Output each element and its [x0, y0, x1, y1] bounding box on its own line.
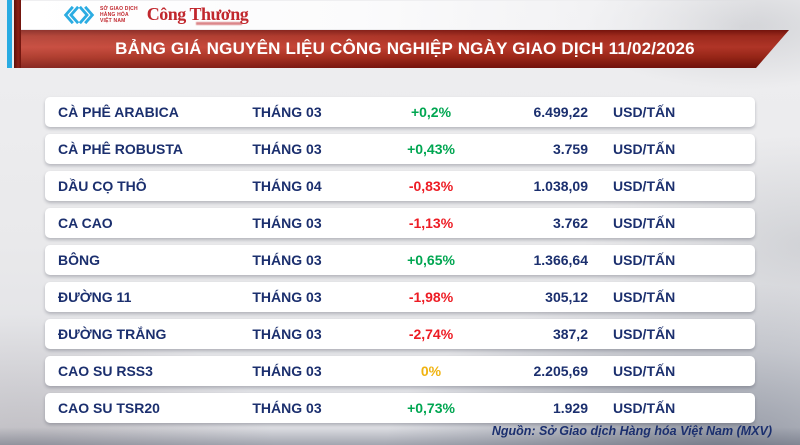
unit-label: USD/TẤN — [613, 326, 676, 342]
change-value: +0,2% — [410, 104, 452, 120]
table-row: CAO SU TSR20 THÁNG 03 +0,73% 1.929 USD/T… — [45, 393, 755, 423]
unit-label: USD/TẤN — [613, 289, 676, 305]
change-value: +0,65% — [407, 252, 455, 268]
table-row: CÀ PHÊ ROBUSTA THÁNG 03 +0,43% 3.759 USD… — [45, 134, 755, 164]
change-value: -1,13% — [408, 215, 454, 231]
price-value: 387,2 — [552, 326, 588, 342]
unit-label: USD/TẤN — [613, 104, 676, 120]
price-value: 6.499,22 — [533, 104, 589, 120]
mxv-logo-icon — [63, 6, 95, 24]
unit-label: USD/TẤN — [613, 178, 676, 194]
left-maroon-stripe — [14, 0, 21, 68]
unit-label: USD/TẤN — [613, 141, 676, 157]
mxv-logo-line: HÀNG HÓA — [100, 12, 129, 18]
source-note: Nguồn: Sở Giao dịch Hàng hóa Việt Nam (M… — [491, 424, 772, 438]
unit-label: USD/TẤN — [613, 400, 676, 416]
table-row: DẦU CỌ THÔ THÁNG 04 -0,83% 1.038,09 USD/… — [45, 171, 755, 201]
contract-month: THÁNG 03 — [252, 141, 322, 157]
change-value: -0,83% — [408, 178, 454, 194]
change-value: +0,43% — [407, 141, 455, 157]
unit-label: USD/TẤN — [613, 252, 676, 268]
mxv-logo-text: SỞ GIAO DỊCH HÀNG HÓA VIỆT NAM — [100, 6, 138, 24]
commodity-name: CAO SU RSS3 — [58, 363, 153, 379]
logo-bar: SỞ GIAO DỊCH HÀNG HÓA VIỆT NAM Công Thươ… — [21, 1, 775, 29]
unit-label: USD/TẤN — [613, 363, 676, 379]
price-value: 1.929 — [552, 400, 588, 416]
price-value: 1.038,09 — [533, 178, 589, 194]
price-value: 1.366,64 — [533, 252, 589, 268]
table-row: ĐƯỜNG 11 THÁNG 03 -1,98% 305,12 USD/TẤN — [45, 282, 755, 312]
commodity-name: CÀ PHÊ ARABICA — [58, 104, 179, 120]
contract-month: THÁNG 03 — [252, 252, 322, 268]
commodity-name: DẦU CỌ THÔ — [58, 178, 147, 194]
contract-month: THÁNG 03 — [252, 289, 322, 305]
mxv-logo-line: VIỆT NAM — [100, 18, 126, 24]
commodity-name: CÀ PHÊ ROBUSTA — [58, 141, 183, 157]
contract-month: THÁNG 03 — [252, 363, 322, 379]
price-value: 305,12 — [545, 289, 588, 305]
page-title: BẢNG GIÁ NGUYÊN LIỆU CÔNG NGHIỆP NGÀY GI… — [115, 39, 695, 58]
price-table: CÀ PHÊ ARABICA THÁNG 03 +0,2% 6.499,22 U… — [45, 97, 755, 423]
mxv-logo-line: SỞ GIAO DỊCH — [100, 6, 138, 12]
contract-month: THÁNG 03 — [252, 400, 322, 416]
commodity-name: CA CAO — [58, 215, 113, 231]
unit-label: USD/TẤN — [613, 215, 676, 231]
commodity-name: BÔNG — [58, 252, 100, 268]
price-value: 3.759 — [552, 141, 588, 157]
table-row: CAO SU RSS3 THÁNG 03 0% 2.205,69 USD/TẤN — [45, 356, 755, 386]
title-banner: BẢNG GIÁ NGUYÊN LIỆU CÔNG NGHIỆP NGÀY GI… — [21, 30, 789, 68]
left-cyan-stripe — [7, 0, 12, 68]
contract-month: THÁNG 03 — [252, 215, 322, 231]
table-row: BÔNG THÁNG 03 +0,65% 1.366,64 USD/TẤN — [45, 245, 755, 275]
table-row: ĐƯỜNG TRẮNG THÁNG 03 -2,74% 387,2 USD/TẤ… — [45, 319, 755, 349]
price-value: 2.205,69 — [533, 363, 589, 379]
change-value: -1,98% — [408, 289, 454, 305]
commodity-name: CAO SU TSR20 — [58, 400, 160, 416]
table-row: CÀ PHÊ ARABICA THÁNG 03 +0,2% 6.499,22 U… — [45, 97, 755, 127]
commodity-name: ĐƯỜNG 11 — [58, 289, 132, 305]
contract-month: THÁNG 03 — [252, 326, 322, 342]
price-value: 3.762 — [552, 215, 588, 231]
congthuong-logo: Công Thương — [146, 3, 249, 24]
change-value: 0% — [420, 363, 442, 379]
congthuong-tagline — [196, 22, 242, 25]
change-value: -2,74% — [408, 326, 454, 342]
contract-month: THÁNG 03 — [252, 104, 322, 120]
change-value: +0,73% — [407, 400, 455, 416]
table-row: CA CAO THÁNG 03 -1,13% 3.762 USD/TẤN — [45, 208, 755, 238]
commodity-name: ĐƯỜNG TRẮNG — [58, 326, 167, 342]
contract-month: THÁNG 04 — [252, 178, 322, 194]
